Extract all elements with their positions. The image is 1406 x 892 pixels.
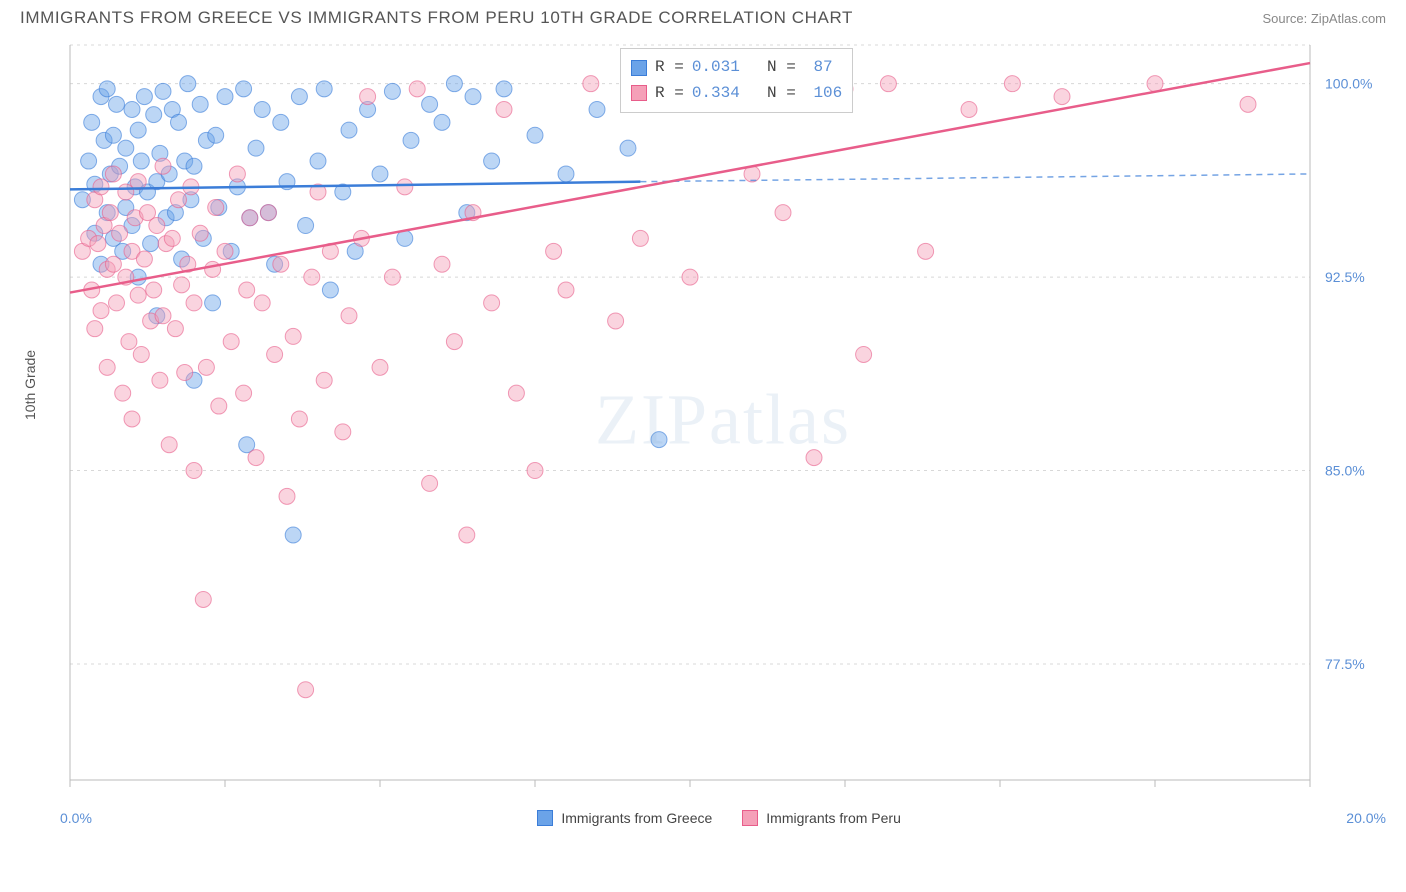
correlation-stats-box: R = 0.031 N = 87 R = 0.334 N = 106 <box>620 48 853 113</box>
source-attribution: Source: ZipAtlas.com <box>1262 11 1386 26</box>
svg-text:85.0%: 85.0% <box>1325 463 1365 479</box>
legend-label-greece: Immigrants from Greece <box>561 810 712 826</box>
y-axis-label: 10th Grade <box>22 350 38 420</box>
chart-area: ZIPatlas 77.5%85.0%92.5%100.0% R = 0.031… <box>60 40 1386 800</box>
scatter-chart: 77.5% 85.0% 92.5% 100.0% <box>60 40 1380 800</box>
svg-text:77.5%: 77.5% <box>1325 656 1365 672</box>
chart-title: IMMIGRANTS FROM GREECE VS IMMIGRANTS FRO… <box>20 8 853 28</box>
legend-label-peru: Immigrants from Peru <box>766 810 901 826</box>
legend-swatch-peru <box>742 810 758 826</box>
x-axis-max: 20.0% <box>1346 810 1386 826</box>
svg-text:92.5%: 92.5% <box>1325 269 1365 285</box>
legend-item-peru: Immigrants from Peru <box>742 810 901 826</box>
legend-item-greece: Immigrants from Greece <box>537 810 712 826</box>
bottom-legend: Immigrants from Greece Immigrants from P… <box>537 810 901 826</box>
legend-swatch-greece <box>537 810 553 826</box>
svg-text:100.0%: 100.0% <box>1325 76 1372 92</box>
x-axis-min: 0.0% <box>60 810 92 826</box>
